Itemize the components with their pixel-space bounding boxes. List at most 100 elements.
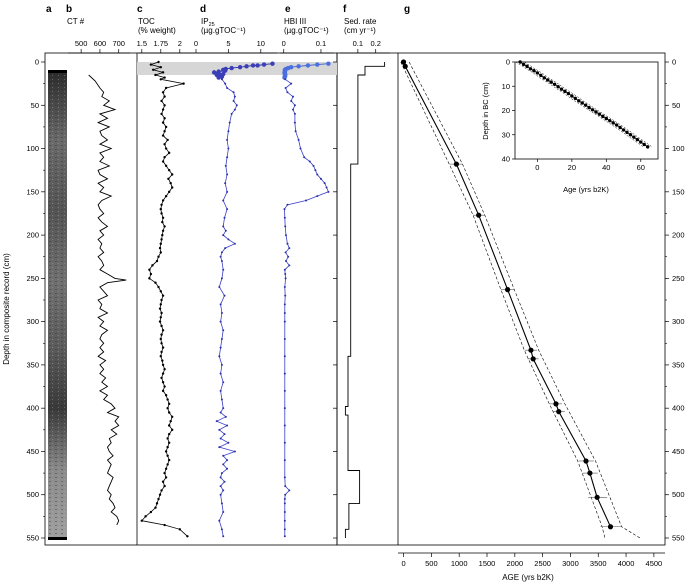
inset-point: [521, 62, 526, 67]
panel-letter-a: a: [46, 4, 52, 15]
right-depth-tick-label: 300: [672, 317, 685, 326]
hbi-series-point: [283, 320, 286, 323]
hbi-series-point: [283, 303, 286, 306]
hbi-series-point: [283, 372, 286, 375]
hbi-series-point: [284, 86, 287, 89]
hbi-series-point: [312, 164, 315, 167]
toc-series-point: [160, 324, 163, 328]
ct-top-tick-label: 700: [112, 39, 125, 48]
toc-series-point: [159, 303, 162, 306]
inset-point: [601, 114, 605, 119]
ip25-top-series-point: [229, 65, 234, 71]
toc-series-point: [160, 333, 163, 336]
core-image-top-band: [48, 70, 67, 73]
inset-point: [546, 78, 550, 82]
right-depth-tick-label: 0: [672, 58, 676, 67]
top-axes: 500 600 700 1.5 1.75 2 0 5 10 0 0.1 0.1 0.2: [68, 39, 390, 54]
age-model-point: [607, 524, 614, 530]
ip25-series-point: [223, 216, 226, 219]
ip25-series-point: [227, 441, 230, 444]
age-bottom-tick-label: 2500: [534, 559, 551, 568]
inset-point: [618, 125, 622, 130]
toc-series-point: [159, 316, 162, 319]
toc-series-point: [164, 450, 168, 453]
ip25-series-point: [219, 303, 222, 306]
left-depth-tick-label: 50: [31, 101, 39, 110]
toc-series-point: [163, 368, 166, 371]
age-bottom-tick-label: 3000: [562, 559, 579, 568]
toc-series-line: [141, 61, 188, 537]
toc-series-point: [166, 454, 169, 457]
ip25-series-point: [222, 407, 225, 410]
left-depth-tick-label: 100: [26, 144, 39, 153]
age-model-point: [402, 63, 408, 69]
ip25-series-point: [219, 320, 222, 323]
panel-letter-f: f: [343, 4, 347, 15]
toc-series-point: [161, 220, 164, 224]
ip25-series-point: [226, 173, 229, 176]
age-bottom-tick-label: 500: [425, 559, 438, 568]
right-depth-tick-label: 400: [672, 404, 685, 413]
toc-series-point: [157, 285, 160, 289]
ip25-series-point: [226, 208, 229, 211]
ip25-series-point: [232, 91, 235, 94]
left-depth-tick-label: 350: [26, 360, 39, 369]
toc-series-point: [154, 281, 157, 284]
hbi-series-point: [308, 160, 311, 163]
hbi-series-point: [283, 511, 286, 514]
toc-series-point: [164, 125, 168, 129]
hbi-top-series-point: [326, 61, 331, 66]
inset-point: [532, 69, 536, 73]
toc-series-point: [167, 168, 171, 172]
toc-series-point: [161, 233, 164, 237]
ip25-series-point: [219, 389, 222, 392]
toc-series-point: [160, 112, 163, 116]
inset-point: [594, 110, 598, 114]
inset-xlabel: Age (yrs b2K): [563, 185, 609, 194]
toc-series-point: [160, 350, 163, 354]
toc-series-point: [160, 212, 163, 215]
ip25-series-point: [222, 454, 225, 457]
inset-point: [611, 121, 615, 125]
ct-series-line: [88, 74, 127, 526]
toc-series-point: [163, 95, 166, 98]
age-model-point: [583, 458, 589, 464]
ip25-top-series-point: [261, 62, 267, 67]
sed-rate-plot: [344, 62, 386, 538]
toc-series-point: [164, 467, 168, 470]
right-depth-tick-label: 50: [672, 101, 680, 110]
toc-series-point: [163, 484, 166, 488]
toc-series-point: [158, 246, 162, 250]
toc-series-point: [182, 82, 185, 85]
hbi-series-point: [292, 95, 295, 98]
inset-point: [552, 82, 557, 87]
sed-series-line: [344, 62, 386, 538]
hbi-series-point: [283, 389, 286, 392]
inset-x-tick-label: 20: [568, 163, 576, 172]
left-depth-tick-label: 400: [26, 404, 39, 413]
inset-point: [549, 80, 553, 84]
toc-series-point: [163, 104, 166, 107]
toc-series-point: [157, 60, 160, 64]
ct-top-tick-label: 500: [75, 39, 88, 48]
right-panels-frame: [336, 52, 666, 546]
toc-series-point: [148, 277, 151, 280]
ip25-series-point: [226, 138, 229, 141]
toc-series-point: [161, 372, 165, 375]
toc-series-point: [186, 535, 189, 538]
inset-point: [528, 67, 533, 71]
ip25-top-series-point: [237, 64, 243, 70]
ip25-series-point: [222, 199, 225, 202]
ip25-series-point: [226, 86, 229, 89]
ip25-plot: [211, 61, 275, 538]
ip25-series-point: [228, 121, 231, 124]
ip25-series-point: [222, 225, 225, 228]
hbi-series-point: [286, 91, 289, 94]
right-depth-tick-label: 500: [672, 490, 685, 499]
age-bottom-tick-label: 1500: [479, 559, 496, 568]
ip25-series-point: [219, 346, 222, 349]
age-model-point: [587, 470, 593, 476]
panel-letter-d: d: [200, 4, 206, 15]
ip25-series-point: [215, 420, 218, 423]
hbi-series-point: [283, 528, 286, 531]
